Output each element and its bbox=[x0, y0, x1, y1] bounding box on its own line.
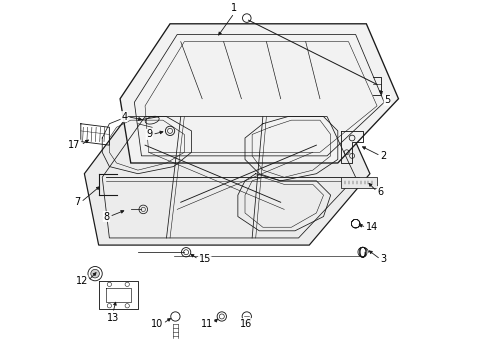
Text: 9: 9 bbox=[146, 130, 152, 139]
Text: 1: 1 bbox=[231, 3, 237, 13]
Text: 6: 6 bbox=[377, 186, 383, 197]
Text: 2: 2 bbox=[381, 151, 387, 161]
Polygon shape bbox=[120, 24, 398, 163]
Text: 17: 17 bbox=[69, 140, 81, 150]
Text: 14: 14 bbox=[367, 222, 379, 232]
Bar bbox=[342, 177, 377, 188]
Circle shape bbox=[91, 269, 99, 278]
Text: 16: 16 bbox=[240, 319, 252, 329]
Text: 5: 5 bbox=[384, 95, 391, 105]
Text: 3: 3 bbox=[381, 255, 387, 264]
Text: 15: 15 bbox=[198, 255, 211, 264]
Text: 13: 13 bbox=[107, 313, 119, 323]
Text: 10: 10 bbox=[150, 319, 163, 329]
Text: 11: 11 bbox=[200, 319, 213, 329]
Text: 7: 7 bbox=[74, 197, 81, 207]
Text: 8: 8 bbox=[103, 212, 109, 221]
Text: 12: 12 bbox=[75, 276, 88, 286]
Text: 4: 4 bbox=[121, 112, 127, 122]
Polygon shape bbox=[84, 102, 370, 245]
